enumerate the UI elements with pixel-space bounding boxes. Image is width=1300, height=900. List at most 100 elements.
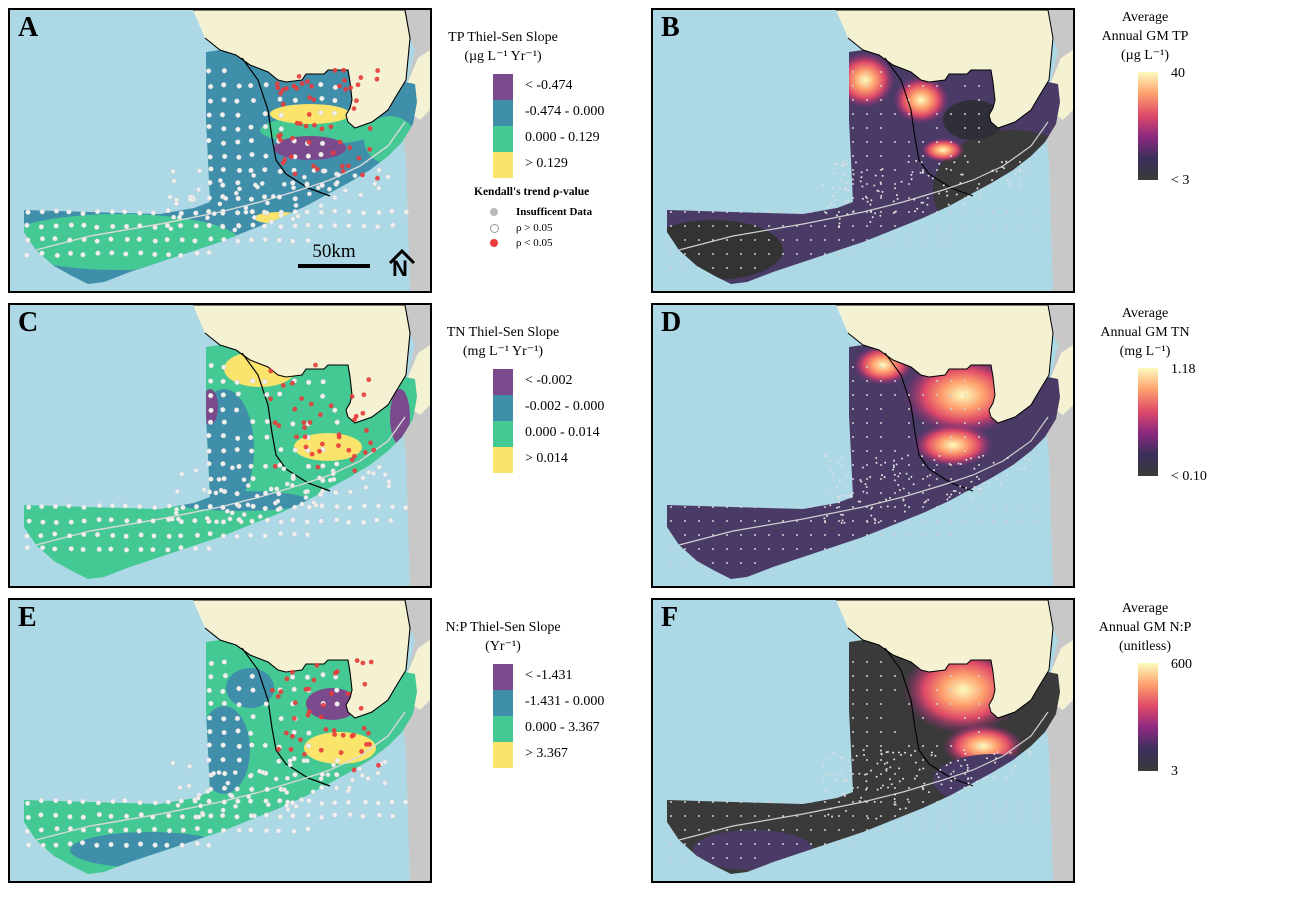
swatch-class-1 bbox=[493, 74, 513, 100]
station-point bbox=[293, 804, 299, 809]
station-point bbox=[206, 195, 212, 201]
station-point bbox=[866, 225, 868, 227]
station-point bbox=[908, 99, 910, 101]
station-point bbox=[906, 454, 909, 457]
station-point bbox=[301, 758, 307, 764]
station-point bbox=[866, 801, 868, 803]
station-point bbox=[940, 783, 943, 786]
station-point bbox=[876, 762, 879, 765]
station-point bbox=[234, 98, 240, 104]
station-point bbox=[1034, 225, 1036, 227]
station-point bbox=[284, 775, 290, 781]
significant-point bbox=[268, 396, 273, 402]
station-point bbox=[166, 533, 172, 539]
station-point bbox=[292, 504, 298, 511]
station-point bbox=[866, 478, 868, 480]
station-point bbox=[124, 518, 130, 524]
station-point bbox=[950, 703, 952, 705]
significant-point bbox=[360, 172, 365, 178]
station-point bbox=[1018, 170, 1021, 173]
station-point bbox=[928, 791, 931, 794]
slope-zone bbox=[226, 668, 274, 708]
station-point bbox=[782, 211, 784, 213]
station-point bbox=[969, 785, 972, 788]
station-point bbox=[992, 815, 994, 817]
station-point bbox=[838, 815, 840, 817]
station-point bbox=[327, 477, 333, 483]
station-point bbox=[26, 842, 32, 848]
station-point bbox=[260, 770, 266, 775]
station-point bbox=[276, 194, 283, 200]
significant-point bbox=[290, 380, 295, 386]
station-point bbox=[289, 800, 296, 806]
station-point bbox=[796, 506, 798, 508]
station-point bbox=[830, 470, 833, 473]
significant-point bbox=[280, 87, 286, 93]
station-point bbox=[860, 176, 863, 179]
station-point bbox=[889, 496, 892, 499]
station-point bbox=[810, 253, 812, 255]
station-point bbox=[885, 751, 888, 754]
station-point bbox=[867, 817, 870, 820]
station-point bbox=[174, 489, 180, 494]
legend-units: (mg L⁻¹ Yr⁻¹) bbox=[462, 344, 544, 359]
station-point bbox=[25, 209, 31, 215]
station-point bbox=[845, 163, 848, 166]
station-point bbox=[52, 546, 58, 552]
station-point bbox=[938, 162, 941, 165]
station-point bbox=[768, 211, 770, 213]
station-point bbox=[167, 194, 173, 200]
coast-outline bbox=[836, 600, 1054, 719]
station-point bbox=[178, 252, 184, 259]
station-point bbox=[40, 842, 46, 848]
station-point bbox=[845, 475, 848, 478]
station-point bbox=[838, 801, 840, 803]
station-point bbox=[235, 195, 241, 202]
station-point bbox=[290, 238, 296, 244]
station-point bbox=[893, 479, 896, 482]
station-point bbox=[68, 222, 74, 228]
station-point bbox=[237, 186, 242, 192]
station-point bbox=[866, 113, 868, 115]
significant-point bbox=[317, 448, 322, 454]
station-point bbox=[277, 798, 283, 804]
station-point bbox=[740, 548, 742, 550]
station-point bbox=[165, 207, 171, 214]
significant-point bbox=[328, 403, 334, 409]
station-point bbox=[950, 408, 952, 410]
station-point bbox=[870, 507, 873, 510]
station-point bbox=[698, 857, 700, 859]
significant-point bbox=[337, 83, 342, 89]
station-point bbox=[852, 815, 854, 817]
significant-point bbox=[347, 145, 353, 151]
station-point bbox=[207, 98, 214, 104]
station-point bbox=[287, 762, 293, 768]
station-point bbox=[262, 463, 269, 469]
station-point bbox=[837, 226, 840, 229]
station-point bbox=[1023, 457, 1026, 460]
station-point bbox=[330, 471, 336, 477]
significant-point bbox=[362, 681, 368, 687]
station-point bbox=[221, 419, 227, 425]
station-point bbox=[319, 95, 325, 102]
station-point bbox=[754, 815, 756, 817]
station-point bbox=[1027, 749, 1030, 752]
station-point bbox=[936, 225, 938, 227]
station-point bbox=[852, 366, 854, 368]
station-point bbox=[319, 771, 325, 778]
station-point bbox=[698, 548, 700, 550]
significant-point bbox=[274, 81, 280, 87]
station-point bbox=[936, 801, 938, 803]
station-point bbox=[38, 533, 44, 539]
station-point bbox=[1006, 211, 1008, 213]
station-point bbox=[870, 211, 873, 214]
significant-point bbox=[355, 82, 361, 88]
station-point bbox=[726, 843, 728, 845]
station-point bbox=[171, 178, 177, 184]
station-point bbox=[712, 548, 714, 550]
station-point bbox=[206, 842, 212, 848]
station-point bbox=[908, 422, 910, 424]
significant-point bbox=[294, 434, 299, 440]
significant-point bbox=[374, 76, 380, 82]
station-point bbox=[832, 751, 835, 754]
